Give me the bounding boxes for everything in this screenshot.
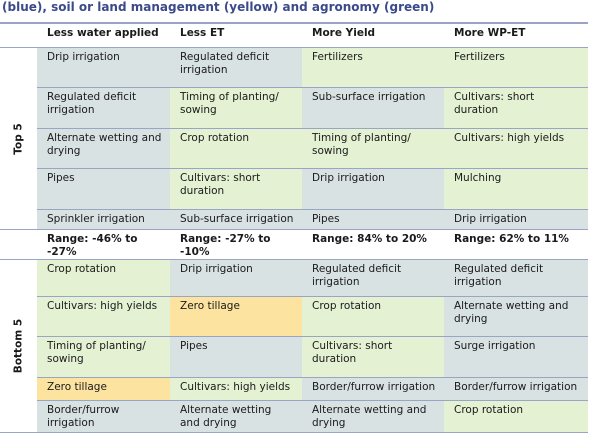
measure-cell: Zero tillage bbox=[170, 296, 302, 337]
measure-cell: Cultivars: high yields bbox=[444, 128, 588, 169]
measure-cell: Mulching bbox=[444, 168, 588, 210]
measure-cell: Pipes bbox=[302, 209, 444, 230]
measure-cell: Border/furrow irrigation bbox=[444, 377, 588, 401]
measure-cell: Border/furrow irrigation bbox=[302, 377, 444, 401]
bottom-row: Timing of planting/ sowing Pipes Cultivars… bbox=[0, 336, 588, 378]
bottom-row: Bottom 5 Crop rotation Drip irrigation Regu… bbox=[0, 259, 588, 433]
measure-cell: Timing of planting/ sowing bbox=[170, 87, 302, 129]
measure-cell: Drip irrigation bbox=[302, 168, 444, 210]
measure-cell: Regulated deficit irrigation bbox=[302, 259, 444, 297]
measure-cell: Crop rotation bbox=[170, 128, 302, 169]
header-more-yield: More Yield bbox=[302, 22, 444, 48]
measure-cell: Sub-surface irrigation bbox=[170, 209, 302, 230]
top-row: Alternate wetting and drying Crop rotatio… bbox=[0, 128, 588, 169]
top-row: Regulated deficit irrigation Timing of pl… bbox=[0, 87, 588, 129]
measure-cell: Cultivars: short duration bbox=[302, 336, 444, 378]
measure-cell: Sprinkler irrigation bbox=[37, 209, 170, 230]
measure-cell: Drip irrigation bbox=[37, 47, 170, 88]
measure-cell: Drip irrigation bbox=[444, 209, 588, 230]
measure-cell: Crop rotation bbox=[37, 259, 170, 297]
range-cell: Range: 84% to 20% bbox=[302, 229, 444, 260]
header-less-et: Less ET bbox=[170, 22, 302, 48]
section-label-text: Top 5 bbox=[12, 122, 24, 155]
top-row: Sprinkler irrigation Sub-surface irrigati… bbox=[0, 209, 588, 230]
measure-cell: Sub-surface irrigation bbox=[302, 87, 444, 129]
measure-cell: Cultivars: short duration bbox=[170, 168, 302, 210]
measure-cell: Fertilizers bbox=[302, 47, 444, 88]
measure-cell: Cultivars: high yields bbox=[170, 377, 302, 401]
top-section-label: Top 5 bbox=[0, 47, 37, 230]
measure-cell: Zero tillage bbox=[37, 377, 170, 401]
measure-cell: Alternate wetting and drying bbox=[302, 400, 444, 433]
measure-cell: Alternate wetting and drying bbox=[170, 400, 302, 433]
measure-cell: Regulated deficit irrigation bbox=[444, 259, 588, 297]
measure-cell: Drip irrigation bbox=[170, 259, 302, 297]
caption-title: (blue), soil or land management (yellow)… bbox=[2, 0, 435, 14]
bottom-row: Border/furrow irrigation Alternate wettin… bbox=[0, 400, 588, 433]
measure-cell: Crop rotation bbox=[302, 296, 444, 337]
measure-cell: Cultivars: short duration bbox=[444, 87, 588, 129]
measure-cell: Border/furrow irrigation bbox=[37, 400, 170, 433]
measure-cell: Regulated deficit irrigation bbox=[37, 87, 170, 129]
header-less-water: Less water applied bbox=[37, 22, 170, 48]
range-blank bbox=[0, 229, 37, 260]
measure-cell: Pipes bbox=[37, 168, 170, 210]
top-row: Top 5 Drip irrigation Regulated deficit ir… bbox=[0, 47, 588, 230]
range-row: Range: -46% to -27% Range: -27% to -10% Ra… bbox=[0, 229, 588, 260]
bottom-row: Zero tillage Cultivars: high yields Border… bbox=[0, 377, 588, 401]
measure-cell: Alternate wetting and drying bbox=[37, 128, 170, 169]
measure-cell: Regulated deficit irrigation bbox=[170, 47, 302, 88]
measure-cell: Cultivars: high yields bbox=[37, 296, 170, 337]
top-row: Pipes Cultivars: short duration Drip irrig… bbox=[0, 168, 588, 210]
range-cell: Range: 62% to 11% bbox=[444, 229, 588, 260]
header-blank bbox=[0, 22, 37, 48]
header-row: Less water applied Less ET More Yield Mo… bbox=[0, 22, 588, 48]
measure-cell: Alternate wetting and drying bbox=[444, 296, 588, 337]
range-cell: Range: -27% to -10% bbox=[170, 229, 302, 260]
measure-cell: Surge irrigation bbox=[444, 336, 588, 378]
header-more-wp-et: More WP-ET bbox=[444, 22, 588, 48]
measure-cell: Crop rotation bbox=[444, 400, 588, 433]
measure-cell: Fertilizers bbox=[444, 47, 588, 88]
section-label-text: Bottom 5 bbox=[12, 318, 24, 374]
measure-cell: Timing of planting/ sowing bbox=[302, 128, 444, 169]
range-cell: Range: -46% to -27% bbox=[37, 229, 170, 260]
bottom-section-label: Bottom 5 bbox=[0, 259, 37, 433]
measures-table: Less water applied Less ET More Yield Mo… bbox=[0, 22, 588, 433]
measure-cell: Pipes bbox=[170, 336, 302, 378]
measure-cell: Timing of planting/ sowing bbox=[37, 336, 170, 378]
bottom-row: Cultivars: high yields Zero tillage Crop r… bbox=[0, 296, 588, 337]
